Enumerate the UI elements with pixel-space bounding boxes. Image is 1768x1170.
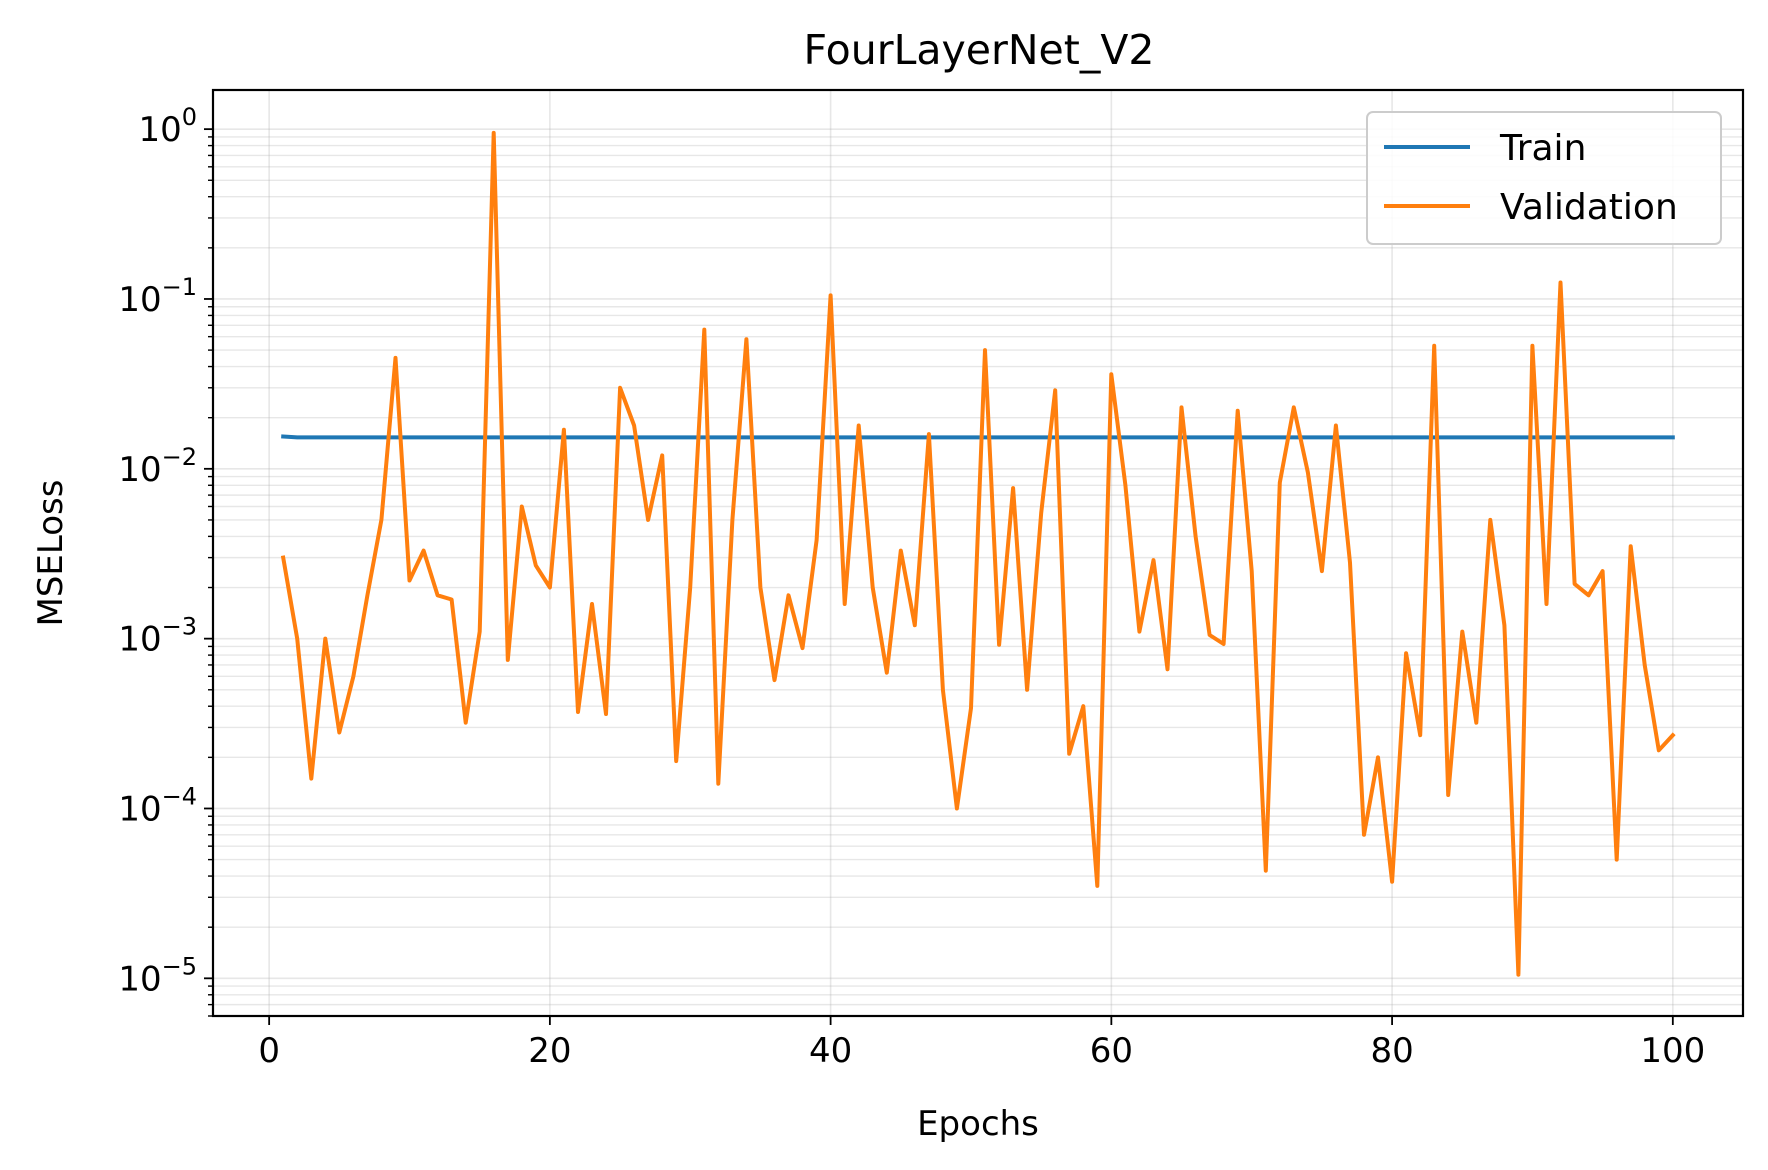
series-line-validation: [280, 130, 1676, 977]
y-tick-label: 10−2: [118, 443, 197, 490]
x-tick-label: 80: [1370, 1031, 1413, 1071]
series-line-train: [281, 434, 1675, 440]
x-tick-label: 0: [258, 1031, 280, 1071]
x-tick-label: 100: [1640, 1031, 1705, 1071]
chart-title: FourLayerNet_V2: [804, 26, 1155, 74]
y-tick-label: 10−1: [118, 273, 197, 320]
y-axis: 10−5 10−4 10−3 10−2 10−1 100: [118, 103, 213, 1017]
legend: Train Validation: [1366, 111, 1722, 245]
x-tick-label: 20: [528, 1031, 571, 1071]
y-tick-label: 10−4: [118, 782, 197, 829]
x-axis-title: Epochs: [917, 1104, 1039, 1144]
plot-frame: [211, 88, 1745, 1018]
x-tick-label: 40: [809, 1031, 852, 1071]
y-tick-label: 10−5: [118, 952, 197, 999]
x-axis: 0 20 40 60 80 100: [258, 1016, 1705, 1071]
series-layer: [280, 130, 1676, 977]
y-tick-label: 10−3: [118, 613, 197, 660]
x-tick-label: 60: [1090, 1031, 1133, 1071]
legend-label-train: Train: [1499, 128, 1586, 169]
y-axis-title: MSELoss: [31, 480, 71, 627]
y-tick-label: 100: [138, 103, 197, 150]
legend-label-validation: Validation: [1500, 187, 1678, 228]
